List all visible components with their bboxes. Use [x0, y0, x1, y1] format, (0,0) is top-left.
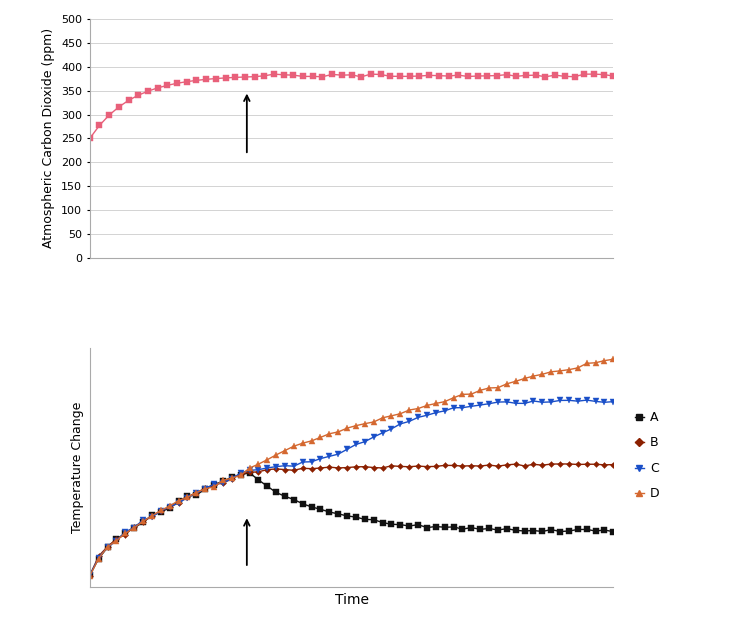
A [236, 471, 245, 478]
D [85, 572, 94, 580]
C [218, 479, 227, 487]
B [236, 470, 245, 477]
B [556, 460, 565, 468]
C [174, 499, 183, 507]
A [245, 469, 254, 477]
Line: B: B [88, 462, 616, 577]
Line: A: A [87, 470, 616, 578]
D [609, 355, 618, 363]
Y-axis label: Temperature Change: Temperature Change [71, 402, 85, 533]
C [609, 398, 618, 406]
Line: D: D [87, 357, 616, 579]
X-axis label: Time: Time [334, 593, 369, 607]
D [218, 477, 227, 484]
A [609, 528, 618, 535]
D [174, 497, 183, 505]
B [254, 468, 263, 476]
A [423, 524, 432, 531]
B [414, 463, 423, 470]
C [236, 469, 245, 477]
B [218, 479, 227, 487]
Line: C: C [87, 397, 616, 578]
C [85, 572, 94, 579]
C [582, 396, 591, 404]
Y-axis label: Atmospheric Carbon Dioxide (ppm): Atmospheric Carbon Dioxide (ppm) [43, 28, 55, 248]
D [254, 461, 263, 468]
C [254, 466, 263, 473]
D [263, 456, 272, 464]
A [218, 477, 227, 485]
A [85, 571, 94, 579]
D [236, 471, 245, 479]
B [174, 499, 183, 507]
B [609, 461, 618, 468]
Legend: A, B, C, D: A, B, C, D [630, 406, 665, 505]
C [263, 464, 272, 471]
D [414, 404, 423, 412]
C [414, 413, 423, 421]
B [263, 466, 272, 473]
A [263, 482, 272, 490]
B [85, 572, 94, 579]
A [174, 498, 183, 505]
A [272, 489, 280, 496]
